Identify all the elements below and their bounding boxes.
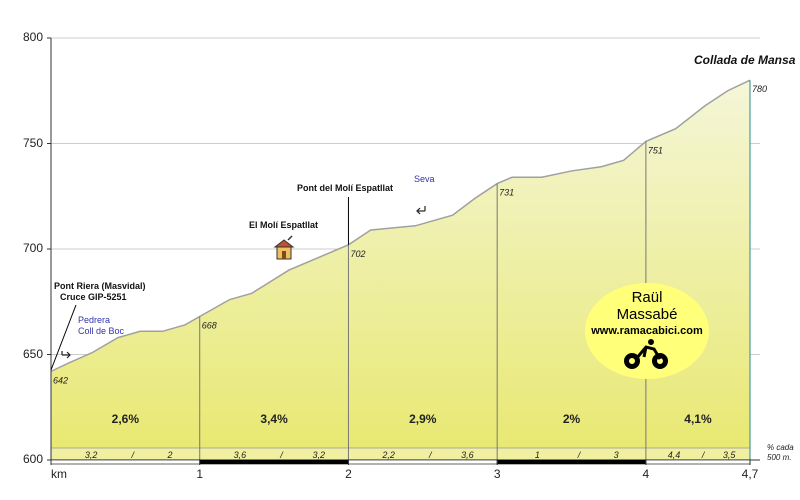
y-tick-label: 650	[22, 346, 43, 361]
km-bar-segment	[496, 459, 647, 465]
author-website: www.ramacabici.com	[591, 325, 703, 337]
y-tick-label: 700	[22, 241, 43, 255]
leader-line	[50, 304, 77, 371]
sub-gradient-label: /	[428, 450, 433, 460]
segment-gradient-label: 2,9%	[409, 412, 437, 426]
gradient-footnote: % cada 500 m.	[767, 443, 794, 463]
pedrera-label: Pedrera	[78, 315, 111, 325]
y-tick-label: 800	[22, 30, 43, 44]
icons	[50, 206, 426, 371]
author-badge: Raül Massabé www.ramacabici.com	[585, 283, 709, 379]
axes	[47, 37, 760, 465]
sub-gradient-label: /	[701, 450, 706, 460]
profile-fill	[51, 80, 750, 460]
arrow-right-icon	[61, 351, 71, 359]
footnote-line-2: 500 m.	[767, 453, 792, 462]
pont-moli-label: Pont del Molí Espatllat	[297, 183, 394, 193]
moli-label: El Molí Espatllat	[249, 220, 319, 230]
segment-gradient-label: 2%	[563, 412, 581, 426]
elevation-label: 668	[202, 321, 217, 331]
point-labels: 642 668 702 731 751 780	[53, 84, 767, 385]
arrow-left-icon	[416, 206, 426, 215]
house-icon	[273, 235, 295, 260]
km-bar-segment	[199, 459, 349, 465]
x-tick-label: 4	[642, 467, 650, 481]
sub-gradient-label: 3	[614, 450, 619, 460]
sub-gradient-label: 3,5	[723, 450, 737, 460]
cyclist-icon	[624, 339, 668, 369]
author-last-name: Massabé	[616, 306, 678, 323]
sub-gradient-label: 4,4	[668, 450, 681, 460]
x-tick-label: km	[51, 467, 67, 481]
sub-gradient-label: /	[131, 450, 136, 460]
footnote-line-1: % cada	[767, 443, 794, 452]
profile-area	[50, 79, 751, 461]
x-tick-label: 1	[196, 467, 204, 481]
sub-gradient-label: /	[279, 450, 284, 460]
x-tick-label: 3	[493, 467, 501, 481]
sub-gradient-label: 2,2	[381, 450, 395, 460]
sub-gradient-label: 3,2	[312, 450, 325, 460]
elevation-label: 731	[499, 188, 514, 198]
sub-gradient-label: 3,6	[234, 450, 247, 460]
sub-gradient-label: 3,6	[461, 450, 474, 460]
pont-riera-label: Pont Riera (Masvidal)	[54, 281, 146, 291]
segment-gradient-label: 4,1%	[684, 412, 712, 426]
km-bar-segment	[50, 459, 201, 465]
elevation-label: 642	[53, 375, 68, 385]
summit-label: Collada de Mansa	[694, 53, 796, 67]
sub-gradient-label: 3,2	[85, 450, 98, 460]
x-tick-label: 4,7	[741, 467, 759, 481]
elevation-label: 702	[350, 249, 365, 259]
elevation-label: 751	[648, 145, 663, 155]
gradient-labels: 2,6% 3,2 / 2 3,4% 3,6 / 3,2 2,9% 2,2 / 3,6 2% 1 / 3 4,1%…	[85, 412, 737, 460]
cruce-label: Cruce GIP-5251	[60, 292, 127, 302]
sub-gradient-label: 1	[535, 450, 540, 460]
km-bar-segment	[348, 459, 498, 465]
x-tick-label: 2	[345, 467, 352, 481]
drop-lines	[50, 80, 751, 460]
segment-gradient-label: 3,4%	[260, 412, 288, 426]
segment-gradient-label: 2,6%	[112, 412, 140, 426]
coll-de-boc-label: Coll de Boc	[78, 326, 125, 336]
y-tick-label: 750	[22, 135, 43, 150]
elevation-label: 780	[752, 84, 767, 94]
seva-label: Seva	[414, 174, 435, 184]
y-tick-label: 600	[22, 452, 43, 466]
sub-gradient-label: 2	[166, 450, 172, 460]
profile-line	[50, 79, 751, 373]
gradient-strip	[50, 447, 751, 461]
sub-gradient-label: /	[577, 450, 582, 460]
km-bar-segment	[645, 459, 751, 465]
author-first-name: Raül	[631, 289, 663, 306]
